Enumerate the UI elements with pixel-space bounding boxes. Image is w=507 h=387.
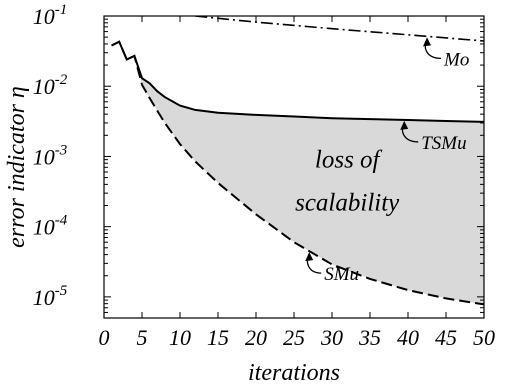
annotation-smu: SMu	[305, 252, 359, 285]
annotation-label-mo: Mo	[443, 49, 469, 70]
annotation-mo: Mo	[423, 37, 469, 70]
x-tick-label: 10	[169, 325, 191, 350]
x-tick-label: 5	[137, 325, 148, 350]
plot-area	[111, 16, 484, 306]
x-tick-label: 0	[99, 325, 110, 350]
annotation-arrowhead-tsmu	[400, 120, 409, 130]
loss-of-scalability-region	[111, 41, 484, 305]
x-tick-label: 45	[435, 325, 457, 350]
annotation-label-smu: SMu	[324, 264, 359, 285]
annotation-tsmu: TSMu	[400, 120, 467, 154]
x-axis-label: iterations	[248, 360, 340, 386]
x-tick-label: 40	[397, 325, 419, 350]
annotation-label-tsmu: TSMu	[421, 133, 466, 154]
x-tick-label: 20	[245, 325, 267, 350]
y-axis-label: error indicator η	[4, 86, 30, 248]
y-tick-label: 10-3	[33, 142, 68, 169]
x-tick-label: 25	[283, 325, 305, 350]
annotation-arrowhead-smu	[305, 252, 314, 262]
x-axis-ticks: 0 5 10 15 20 25 30 35 40 45 50	[99, 16, 495, 350]
x-tick-label: 50	[473, 325, 495, 350]
annotation-arrowhead-mo	[423, 37, 431, 47]
y-tick-label: 10-5	[33, 283, 68, 310]
x-tick-label: 15	[207, 325, 229, 350]
series-line-mo	[195, 16, 484, 42]
region-label-line2: scalability	[295, 190, 400, 217]
y-tick-label: 10-2	[33, 72, 68, 99]
x-tick-label: 30	[320, 325, 343, 350]
y-tick-label: 10-4	[33, 213, 68, 240]
y-tick-label: 10-1	[33, 2, 68, 29]
series-line-smu	[111, 40, 484, 306]
x-tick-label: 35	[358, 325, 381, 350]
region-label-line1: loss of	[315, 147, 383, 174]
y-axis-ticks: 10-5 10-4 10-3 10-2 10-1	[33, 2, 484, 319]
